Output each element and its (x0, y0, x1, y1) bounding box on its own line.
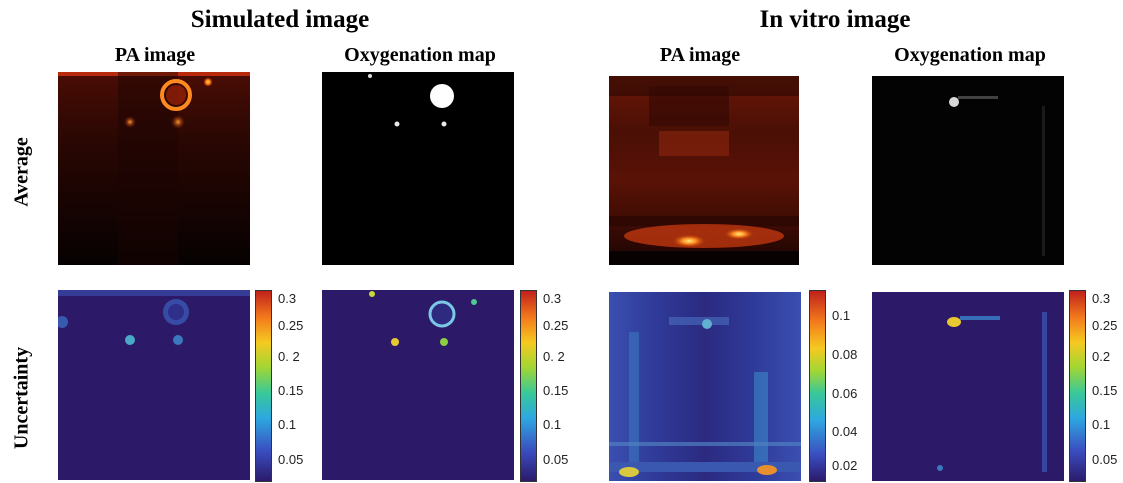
in-vitro-oxygenation-colorbar (1069, 290, 1086, 482)
simulated-oxygenation-colorbar-tick: 0.05 (543, 452, 569, 467)
row-label-average: Average (10, 137, 33, 207)
in-vitro-pa-uncertainty-image (609, 292, 801, 481)
simulated-pa-colorbar-tick: 0. 2 (278, 349, 300, 364)
in-vitro-pa-colorbar-tick: 0.08 (832, 347, 858, 362)
in-vitro-oxygenation-average-image (872, 76, 1064, 265)
simulated-pa-colorbar-tick: 0.1 (278, 417, 297, 432)
in-vitro-oxygenation-colorbar-tick: 0.25 (1092, 318, 1118, 333)
simulated-oxygenation-colorbar-tick: 0.1 (543, 417, 562, 432)
in-vitro-oxygenation-colorbar-tick: 0.2 (1092, 349, 1111, 364)
in-vitro-oxygenation-colorbar-tick: 0.05 (1092, 452, 1118, 467)
simulated-pa-colorbar-tick: 0.25 (278, 318, 304, 333)
simulated-oxygenation-average-image (322, 72, 514, 265)
simulated-pa-colorbar-tick: 0.05 (278, 452, 304, 467)
simulated-oxygenation-colorbar-tick: 0.3 (543, 291, 562, 306)
simulated-pa-colorbar-tick: 0.3 (278, 291, 297, 306)
simulated-oxygenation-colorbar-tick: 0.15 (543, 383, 569, 398)
simulated-oxygenation-colorbar-tick: 0.25 (543, 318, 569, 333)
in-vitro-pa-colorbar-tick: 0.1 (832, 308, 851, 323)
simulated-pa-average-image (58, 72, 250, 265)
simulated-section-title: Simulated image (190, 6, 370, 33)
in-vitro-oxygenation-colorbar-tick: 0.1 (1092, 417, 1111, 432)
in-vitro-pa-colorbar-tick: 0.04 (832, 424, 858, 439)
column-title-oxygenation-map-simulated: Oxygenation map (344, 44, 496, 66)
in-vitro-pa-average-image (609, 76, 799, 265)
column-title-pa-image-in-vitro: PA image (659, 44, 741, 66)
simulated-pa-colorbar (255, 290, 272, 482)
in-vitro-oxygenation-colorbar-tick: 0.15 (1092, 383, 1118, 398)
simulated-oxygenation-uncertainty-image (322, 290, 514, 480)
simulated-oxygenation-colorbar (520, 290, 537, 482)
in-vitro-oxygenation-uncertainty-image (872, 292, 1064, 481)
in-vitro-pa-colorbar-tick: 0.02 (832, 458, 858, 473)
in-vitro-pa-colorbar-tick: 0.06 (832, 386, 858, 401)
column-title-pa-image-simulated: PA image (114, 44, 196, 66)
simulated-pa-colorbar-tick: 0.15 (278, 383, 304, 398)
in-vitro-pa-colorbar (809, 290, 826, 482)
row-label-uncertainty: Uncertainty (10, 346, 33, 450)
in-vitro-oxygenation-colorbar-tick: 0.3 (1092, 291, 1111, 306)
simulated-oxygenation-colorbar-tick: 0. 2 (543, 349, 565, 364)
in-vitro-section-title: In vitro image (759, 6, 911, 33)
simulated-pa-uncertainty-image (58, 290, 250, 480)
column-title-oxygenation-map-in-vitro: Oxygenation map (894, 44, 1046, 66)
